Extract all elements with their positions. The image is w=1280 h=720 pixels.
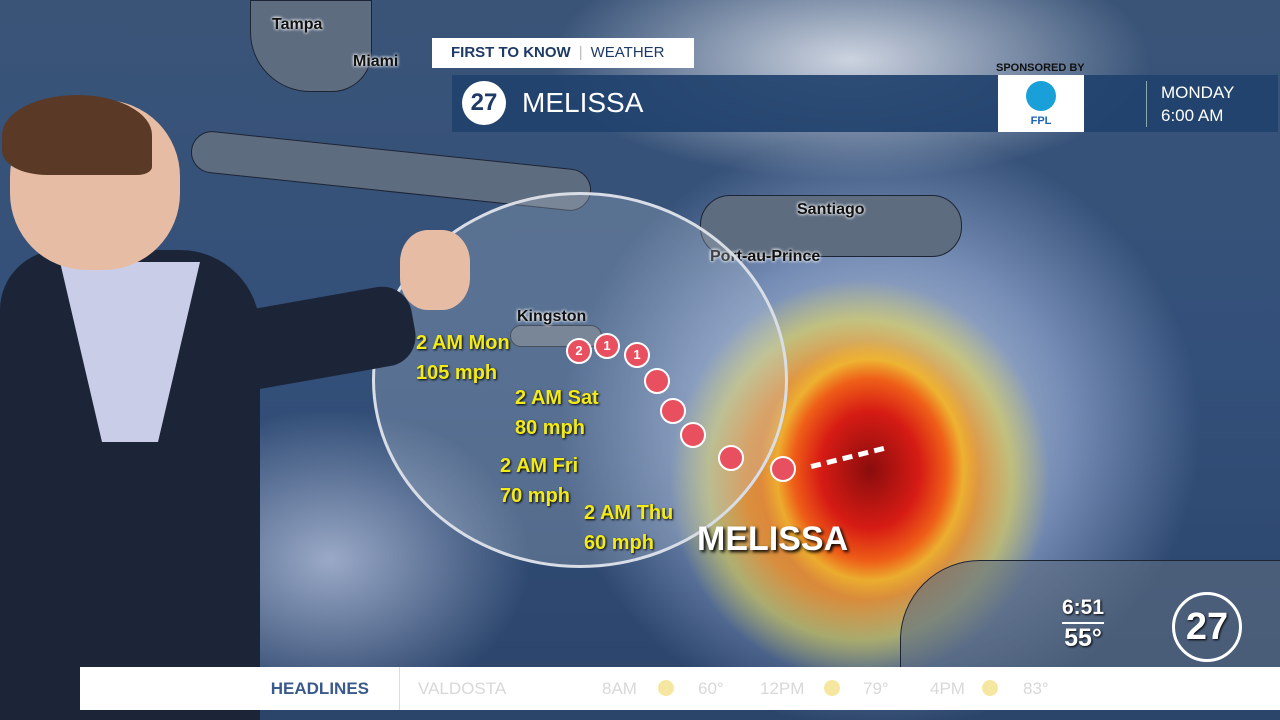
land-florida (250, 0, 372, 92)
place-label: Santiago (797, 201, 865, 218)
track-label: 2 AM Mon 105 mph (416, 332, 510, 384)
forecast-time: 12PM (760, 679, 805, 698)
corner-station-logo: 27 (1172, 592, 1242, 662)
banner-title: MELISSA (522, 87, 644, 118)
sponsored-by-label: SPONSORED BY (996, 62, 1085, 74)
forecast-temp: 83° (1023, 679, 1049, 698)
place-label: Miami (353, 53, 399, 70)
storm-marker-icon (660, 398, 686, 424)
track-label: 2 AM Sat 80 mph (515, 387, 599, 439)
corner-clock: 6:51 55° (1062, 596, 1105, 652)
brand-tab: FIRST TO KNOW | WEATHER (432, 38, 694, 68)
title-banner: 27 MELISSA FPL MONDAY 6:00 AM (452, 75, 1278, 132)
ticker-section: HEADLINES (80, 667, 400, 710)
sun-icon (982, 680, 998, 696)
storm-marker-icon (770, 456, 796, 482)
sun-icon (824, 680, 840, 696)
forecast-time: 4PM (930, 679, 965, 698)
track-label: 2 AM Fri 70 mph (500, 455, 579, 507)
banner-datetime: MONDAY 6:00 AM (1146, 81, 1234, 127)
storm-marker-icon (644, 368, 670, 394)
storm-marker-icon: 1 (594, 333, 620, 359)
storm-marker-icon: 2 (566, 338, 592, 364)
place-label: Kingston (517, 308, 587, 325)
ticker-city: VALDOSTA (418, 679, 507, 698)
station-logo: 27 (462, 81, 506, 125)
track-label: 2 AM Thu 60 mph (584, 502, 674, 554)
storm-marker-icon: 1 (624, 342, 650, 368)
sponsor-logo: FPL (998, 75, 1084, 132)
forecast-time: 8AM (602, 679, 637, 698)
storm-marker-icon (680, 422, 706, 448)
storm-marker-icon (718, 445, 744, 471)
forecast-temp: 79° (863, 679, 889, 698)
fpl-logo-icon (1026, 81, 1056, 111)
ticker-bar: HEADLINES VALDOSTA 8AM 60° 12PM 79° 4PM … (80, 667, 1280, 710)
place-label: Tampa (272, 16, 323, 33)
sun-icon (658, 680, 674, 696)
forecast-temp: 60° (698, 679, 724, 698)
storm-name-label: MELISSA (697, 520, 849, 558)
land-hispaniola (700, 195, 962, 257)
